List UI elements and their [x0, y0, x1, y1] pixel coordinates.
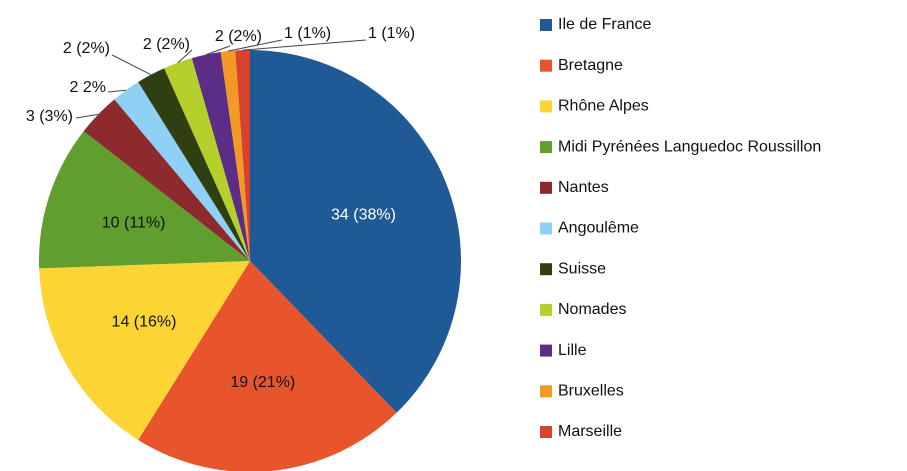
leader-line — [111, 54, 152, 76]
data-label: 19 (21%) — [230, 374, 295, 391]
pie-slice — [164, 58, 250, 261]
legend-swatch — [540, 19, 552, 31]
legend-label: Lille — [558, 342, 587, 359]
legend-label: Marseille — [558, 423, 622, 440]
pie-slice — [114, 82, 250, 261]
data-label: 14 (16%) — [112, 313, 177, 330]
legend-swatch — [540, 100, 552, 113]
leader-line — [205, 45, 231, 56]
pie-slice — [39, 131, 250, 269]
legend-label: Midi Pyrénées Languedoc Roussillon — [558, 138, 821, 155]
data-label: 1 (1%) — [368, 25, 415, 42]
legend-swatch — [540, 303, 552, 316]
pie-slice — [235, 50, 250, 261]
legend-label: Nomades — [558, 301, 626, 318]
legend-swatch — [540, 385, 552, 398]
data-label: 2 (2%) — [143, 36, 190, 53]
data-label: 10 (11%) — [102, 214, 166, 231]
pie-slice — [191, 52, 250, 261]
legend-swatch — [540, 181, 552, 194]
legend-label: Nantes — [558, 179, 609, 196]
data-label: 2 (2%) — [215, 28, 262, 45]
leader-line — [242, 39, 367, 51]
legend-label: Bretagne — [558, 57, 623, 74]
pie-slice — [138, 68, 250, 261]
pie-slice — [83, 99, 250, 261]
leader-line — [107, 89, 127, 93]
pie-slice — [39, 261, 250, 440]
legend-swatch — [540, 59, 552, 72]
legend-label: Bruxelles — [558, 383, 624, 400]
pie-slice — [250, 50, 462, 413]
data-label: 1 (1%) — [284, 25, 331, 42]
leader-line — [227, 39, 283, 52]
data-label: 34 (38%) — [331, 206, 396, 223]
legend-label: Ile de France — [558, 16, 651, 33]
legend-swatch — [540, 222, 552, 235]
data-label: 3 (3%) — [26, 108, 73, 125]
pie-slice — [220, 50, 250, 262]
legend-label: Angoulême — [558, 220, 639, 237]
legend-swatch — [540, 426, 552, 438]
legend-swatch — [540, 141, 552, 154]
leader-line — [177, 49, 193, 64]
data-label: 2 (2%) — [63, 40, 110, 57]
data-label: 2 2% — [70, 79, 106, 96]
legend-swatch — [540, 263, 552, 276]
legend-label: Rhône Alpes — [558, 98, 649, 115]
legend-swatch — [540, 344, 552, 357]
legend-label: Suisse — [558, 260, 606, 277]
pie-slice — [138, 261, 397, 471]
leader-line — [75, 113, 99, 119]
